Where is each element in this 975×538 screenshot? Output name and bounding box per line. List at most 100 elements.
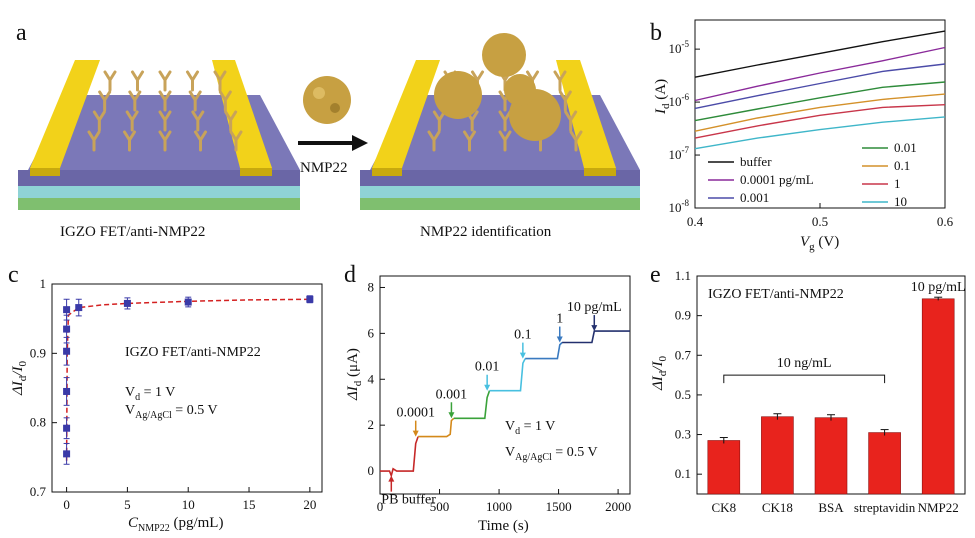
d-vg-val: = 0.5 V	[552, 445, 598, 460]
e-ylabel-mid: /I	[650, 361, 666, 372]
e-bar	[761, 416, 794, 495]
antibody-icon	[188, 90, 202, 112]
antibody-icon	[224, 110, 238, 132]
e-ylabel-sub2: 0	[657, 356, 669, 362]
electrode-source-right	[372, 60, 440, 168]
b-legend: buffer 0.0001 pg/mL 0.001 0.01 0.1 1 10	[708, 140, 917, 209]
c-annotation-vd: Vd = 1 V	[125, 385, 175, 403]
b-y-tick-exp: -7	[682, 145, 690, 155]
antibody-icon	[87, 130, 101, 152]
electrode-drain	[212, 60, 272, 168]
panel-label-d: d	[344, 262, 356, 288]
c-data-point	[184, 298, 192, 306]
b-xlabel-main: V	[800, 234, 811, 250]
e-bar	[868, 432, 901, 495]
d-trace-segment	[525, 341, 563, 360]
e-x-tick-label: streptavidin	[854, 500, 916, 515]
c-ylabel-mid: /I	[10, 366, 26, 377]
b-y-tick-base: 10	[669, 147, 682, 162]
c-annotation-vg: VAg/AgCl = 0.5 V	[125, 403, 218, 421]
d-y-tick-label: 6	[368, 325, 375, 340]
c-vg-val: = 0.5 V	[172, 403, 218, 418]
c-xlabel-main: C	[128, 515, 139, 531]
d-y-tick-label: 4	[368, 371, 375, 386]
e-y-tick-label: 1.1	[675, 268, 691, 283]
b-y-tick-label: 10-7	[669, 145, 690, 162]
c-x-tick-label: 0	[63, 497, 70, 512]
electrode-drain-side-right	[584, 168, 616, 176]
d-ylabel-main: ΔI	[345, 385, 361, 401]
antibody-icon	[558, 90, 572, 112]
bound-protein-4	[504, 74, 536, 106]
panel-label-a: a	[16, 20, 27, 46]
c-ticks-group: 0 5 10 15 20 0.7 0.8 0.9 1	[30, 276, 317, 512]
e-plot-group: 10 ng/mL 10 pg/mL	[707, 280, 966, 495]
c-y-tick-label: 0.7	[30, 484, 47, 499]
c-vd-val: = 1 V	[140, 385, 175, 400]
antibody-icon	[158, 70, 172, 92]
c-data-point	[63, 424, 71, 432]
b-legend-label: 0.001	[740, 190, 769, 205]
b-y-tick-base: 10	[669, 41, 682, 56]
e-x-tick-label: NMP22	[918, 500, 959, 515]
arrow-head	[352, 135, 368, 151]
protein-highlight	[313, 87, 325, 99]
antibody-icon	[128, 90, 142, 112]
b-ylabel-sub: d	[660, 103, 672, 109]
c-data-point	[75, 304, 83, 312]
e-top-label: 10 pg/mL	[911, 280, 966, 295]
b-y-tick-base: 10	[669, 94, 682, 109]
d-injection-label: PB buffer	[381, 493, 436, 508]
antibody-icon	[98, 90, 112, 112]
b-legend-label: buffer	[740, 154, 772, 169]
panel-c-calibration: c 0 5 10 15 200.70.80.91 ΔId/I0 CNMP22 (pg/m…	[8, 262, 323, 534]
b-x-tick-label: 0.5	[812, 214, 828, 229]
d-injection-label: 0.01	[475, 360, 500, 375]
antibody-icon	[158, 90, 172, 112]
dielectric-cyan-layer-right	[360, 186, 640, 198]
c-ylabel-main: ΔI	[10, 380, 26, 396]
d-vg-main: V	[505, 445, 515, 460]
b-xlabel-sub: g	[809, 241, 815, 253]
c-x-tick-label: 15	[243, 497, 256, 512]
nmp22-protein-icon	[303, 76, 351, 124]
c-x-tick-label: 10	[182, 497, 195, 512]
d-vg-sub: Ag/AgCl	[515, 452, 552, 463]
panel-label-c: c	[8, 262, 19, 288]
d-x-tick-label: 1000	[486, 499, 512, 514]
antibody-icon	[553, 70, 567, 92]
b-series-line	[694, 46, 946, 102]
c-x-tick-label: 20	[303, 497, 316, 512]
c-xlabel-sub: NMP22	[138, 523, 170, 534]
d-vd-sub: d	[515, 426, 520, 437]
e-ylabel-sub: d	[657, 370, 669, 376]
c-ylabel-sub: d	[17, 375, 29, 381]
b-series-line	[694, 93, 946, 132]
d-injection-label: 0.0001	[396, 406, 435, 421]
c-fit-curve	[65, 298, 310, 461]
antibody-icon	[131, 70, 144, 92]
substrate-green-layer	[18, 198, 300, 210]
e-y-tick-label: 0.3	[675, 427, 691, 442]
channel-side-right	[360, 170, 640, 186]
b-legend-label: 0.1	[894, 158, 910, 173]
antibody-icon	[186, 70, 199, 92]
c-vd-sub: d	[135, 392, 140, 403]
e-y-axis-title: ΔId/I0	[650, 356, 669, 391]
antibody-icon	[463, 130, 476, 152]
panel-e-selectivity: e 0.1 0.3 0.5 0.7 0.9 1.1 CK8 CK18 BSA streptavid…	[650, 262, 966, 515]
dielectric-cyan-layer	[18, 186, 300, 198]
b-ticks-group: 0.4 0.5 0.610-510-610-710-8	[669, 39, 954, 229]
c-vg-sub: Ag/AgCl	[135, 410, 172, 421]
d-x-tick-label: 0	[377, 499, 384, 514]
c-data-point	[63, 450, 71, 458]
e-y-tick-label: 0.7	[675, 347, 692, 362]
e-bracket-label: 10 ng/mL	[777, 356, 832, 371]
b-y-tick-exp: -8	[682, 198, 690, 208]
antibody-icon	[569, 130, 583, 152]
channel-side	[18, 170, 300, 186]
b-y-tick-label: 10-5	[669, 39, 690, 56]
antibody-icon	[158, 130, 172, 152]
